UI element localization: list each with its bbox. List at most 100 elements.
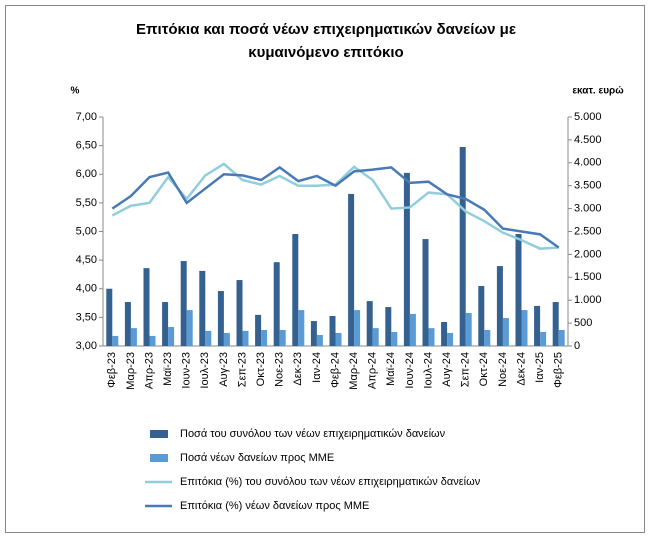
bar [534, 305, 541, 346]
bar [298, 310, 305, 346]
bar [478, 286, 485, 346]
bar [316, 335, 323, 346]
bar [366, 301, 373, 346]
y2-tick-label: 5.000 [574, 111, 602, 123]
chart-frame [5, 5, 645, 533]
bar [255, 314, 262, 346]
bar [223, 332, 230, 346]
x-tick-label: Ιουλ-24 [422, 352, 434, 389]
bar [130, 328, 137, 346]
y-tick-label: 4,00 [76, 283, 97, 295]
legend-label: Επιτόκια (%) νέων δανείων προς ΜΜΕ [180, 500, 369, 512]
bar [162, 302, 169, 346]
y-tick-label: 3,50 [76, 311, 97, 323]
bar [186, 310, 193, 346]
x-tick-label: Νοε-24 [497, 352, 509, 387]
legend-label: Ποσά νέων δανείων προς ΜΜΕ [180, 452, 334, 464]
x-tick-label: Ιουν-24 [404, 352, 416, 389]
x-tick-label: Μαρ-23 [125, 352, 137, 390]
bar [515, 234, 522, 346]
bar [403, 172, 410, 346]
x-tick-label: Αυγ-24 [441, 352, 453, 387]
x-tick-label: Οκτ-24 [478, 352, 490, 386]
y-tick-label: 7,00 [76, 111, 97, 123]
bar [261, 329, 268, 346]
bar [143, 268, 150, 346]
legend-label: Επιτόκια (%) του συνόλου των νέων επιχει… [180, 476, 481, 488]
bar [242, 330, 249, 346]
y2-tick-label: 500 [574, 317, 592, 329]
bar [149, 335, 156, 346]
bar [447, 332, 454, 346]
x-tick-label: Φεβ-25 [553, 352, 565, 388]
chart-title: κυμαινόμενο επιτόκιο [248, 44, 403, 61]
legend-label: Ποσά του συνόλου των νέων επιχειρηματικώ… [180, 428, 446, 440]
bar [552, 302, 559, 346]
y-tick-label: 6,50 [76, 140, 97, 152]
y-axis-label: % [71, 86, 80, 97]
bar [422, 239, 429, 346]
bar [124, 302, 131, 346]
bar [521, 310, 528, 346]
bar [459, 146, 466, 346]
bar [465, 313, 472, 346]
bar [496, 266, 503, 346]
y2-tick-label: 2.500 [574, 225, 602, 237]
bar [292, 234, 299, 346]
x-tick-label: Ιαν-24 [311, 352, 323, 383]
line [111, 165, 560, 249]
y2-tick-label: 4.500 [574, 134, 602, 146]
x-tick-label: Φεβ-24 [329, 352, 341, 388]
y2-tick-label: 3.000 [574, 203, 602, 215]
x-tick-label: Μαϊ-23 [162, 352, 174, 386]
bar [205, 330, 212, 346]
x-tick-label: Μαϊ-24 [385, 352, 397, 386]
bar [168, 326, 175, 346]
bar [279, 329, 286, 346]
bar [348, 193, 355, 346]
x-tick-label: Δεκ-24 [515, 352, 527, 386]
y-tick-label: 3,00 [76, 340, 97, 352]
bar [409, 313, 416, 346]
x-tick-label: Σεπ-23 [236, 352, 248, 387]
y2-tick-label: 2.000 [574, 248, 602, 260]
x-tick-label: Ιαν-25 [534, 352, 546, 383]
bar [391, 332, 398, 346]
x-tick-label: Απρ-23 [143, 352, 155, 389]
y-tick-label: 5,50 [76, 197, 97, 209]
y-tick-label: 6,00 [76, 168, 97, 180]
legend-swatch [150, 454, 168, 462]
y2-tick-label: 4.000 [574, 157, 602, 169]
bar [329, 316, 336, 346]
chart-title: Επιτόκια και ποσά νέων επιχειρηματικών δ… [136, 21, 516, 38]
bar [106, 288, 113, 346]
x-tick-label: Ιουν-23 [181, 352, 193, 389]
bar [540, 332, 547, 346]
y2-tick-label: 1.500 [574, 271, 602, 283]
bar [217, 291, 224, 346]
x-tick-label: Νοε-23 [274, 352, 286, 387]
x-tick-label: Οκτ-23 [255, 352, 267, 386]
y-tick-label: 5,00 [76, 225, 97, 237]
bar [112, 335, 119, 346]
y2-tick-label: 1.000 [574, 294, 602, 306]
x-tick-label: Φεβ-23 [106, 352, 118, 388]
x-tick-label: Μαρ-24 [348, 352, 360, 390]
y-tick-label: 4,50 [76, 254, 97, 266]
y2-axis-label: εκατ. ευρώ [572, 86, 624, 97]
x-tick-label: Δεκ-23 [292, 352, 304, 386]
bar [273, 262, 280, 346]
bar [441, 321, 448, 346]
x-tick-label: Ιουλ-23 [199, 352, 211, 389]
bar [428, 328, 435, 346]
legend-swatch [150, 430, 168, 438]
bar [236, 280, 243, 346]
bar [335, 332, 342, 346]
bar [372, 328, 379, 346]
y2-tick-label: 3.500 [574, 180, 602, 192]
y2-tick-label: 0 [574, 340, 580, 352]
bar [180, 261, 187, 346]
bar [484, 329, 491, 346]
x-tick-label: Απρ-24 [367, 352, 379, 389]
